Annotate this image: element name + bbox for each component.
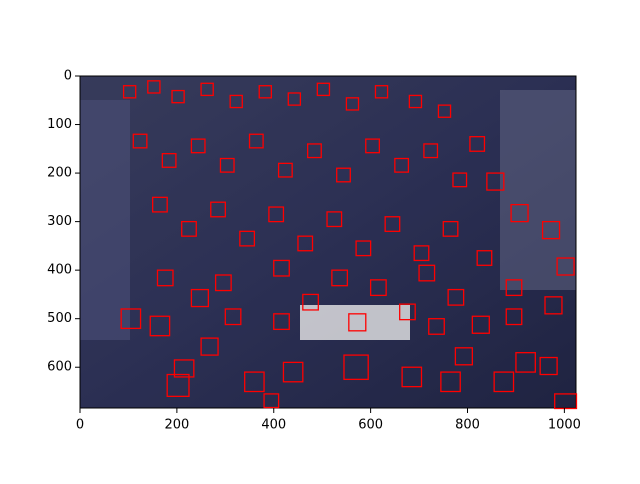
face-box xyxy=(418,264,436,282)
cars-right xyxy=(500,90,576,290)
face-box xyxy=(471,315,490,334)
cars-left xyxy=(80,100,130,340)
face-box xyxy=(287,92,302,106)
face-box xyxy=(326,211,343,228)
x-tick-label: 1000 xyxy=(548,418,581,433)
face-box xyxy=(394,157,410,173)
face-box xyxy=(423,143,439,159)
y-tick-label: 100 xyxy=(47,117,72,132)
face-box xyxy=(190,138,206,154)
face-box xyxy=(307,143,322,159)
photo xyxy=(80,76,576,408)
face-box xyxy=(486,172,505,191)
face-box xyxy=(132,133,148,149)
face-box xyxy=(452,172,468,188)
face-box xyxy=(239,230,256,247)
face-box xyxy=(544,296,563,315)
face-box xyxy=(224,308,242,326)
face-box xyxy=(345,97,360,111)
face-box xyxy=(173,359,195,378)
face-box xyxy=(399,303,416,321)
face-box xyxy=(149,315,171,337)
y-tick-label: 400 xyxy=(47,263,72,278)
face-box xyxy=(297,235,314,252)
face-box xyxy=(469,136,486,152)
face-box xyxy=(454,347,473,366)
face-box xyxy=(171,89,185,104)
face-box xyxy=(331,269,349,287)
face-box xyxy=(166,373,190,398)
y-tick-label: 600 xyxy=(47,360,72,375)
face-box xyxy=(413,245,430,262)
y-tick-label: 300 xyxy=(47,214,72,229)
y-tick-label: 0 xyxy=(64,69,72,84)
face-box xyxy=(505,279,523,297)
face-box xyxy=(401,366,423,388)
face-box xyxy=(200,82,214,97)
face-box xyxy=(263,393,280,409)
face-box xyxy=(510,203,529,223)
face-box xyxy=(348,313,367,332)
face-box xyxy=(505,308,523,326)
axes-frame xyxy=(79,75,577,409)
face-box xyxy=(147,80,161,94)
face-box xyxy=(229,94,243,109)
face-box xyxy=(476,250,493,266)
x-tick-label: 600 xyxy=(358,418,383,433)
face-box xyxy=(273,259,290,277)
banner xyxy=(300,305,410,340)
face-box xyxy=(442,220,459,237)
x-tick-label: 0 xyxy=(76,418,84,433)
face-box xyxy=(181,220,197,237)
face-box xyxy=(152,196,168,213)
face-box xyxy=(384,216,401,232)
face-box xyxy=(210,201,226,218)
x-tick-label: 800 xyxy=(455,418,480,433)
face-box xyxy=(355,240,372,257)
face-box xyxy=(408,94,423,109)
face-box xyxy=(428,318,445,335)
face-box xyxy=(248,133,264,149)
face-box xyxy=(365,138,380,154)
face-box xyxy=(122,85,137,99)
y-tick-label: 200 xyxy=(47,166,72,181)
face-box xyxy=(374,85,389,99)
face-box xyxy=(244,371,265,393)
face-box xyxy=(156,269,174,287)
face-box xyxy=(282,361,304,383)
y-tick-label: 500 xyxy=(47,311,72,326)
face-box xyxy=(258,85,272,99)
face-box xyxy=(120,308,142,330)
face-box xyxy=(437,104,452,118)
face-box xyxy=(336,167,351,183)
face-box xyxy=(190,288,210,308)
face-box xyxy=(515,352,536,373)
x-tick-label: 400 xyxy=(261,418,286,433)
face-box xyxy=(200,337,219,356)
face-box xyxy=(369,279,387,297)
face-box xyxy=(447,288,465,306)
face-box xyxy=(302,293,319,311)
face-box xyxy=(219,157,235,173)
face-box xyxy=(539,356,558,376)
face-box xyxy=(343,354,369,381)
crowd-tint xyxy=(80,76,576,408)
face-box xyxy=(316,82,331,97)
face-box xyxy=(440,371,461,393)
face-box xyxy=(541,220,561,240)
face-box xyxy=(554,393,578,410)
image-background xyxy=(80,76,576,408)
face-box xyxy=(214,274,232,292)
face-box xyxy=(556,257,575,276)
face-box xyxy=(273,313,290,331)
face-box xyxy=(268,206,285,223)
face-box xyxy=(277,162,293,178)
x-tick-label: 200 xyxy=(164,418,189,433)
face-box xyxy=(493,371,515,393)
face-box xyxy=(161,153,177,168)
